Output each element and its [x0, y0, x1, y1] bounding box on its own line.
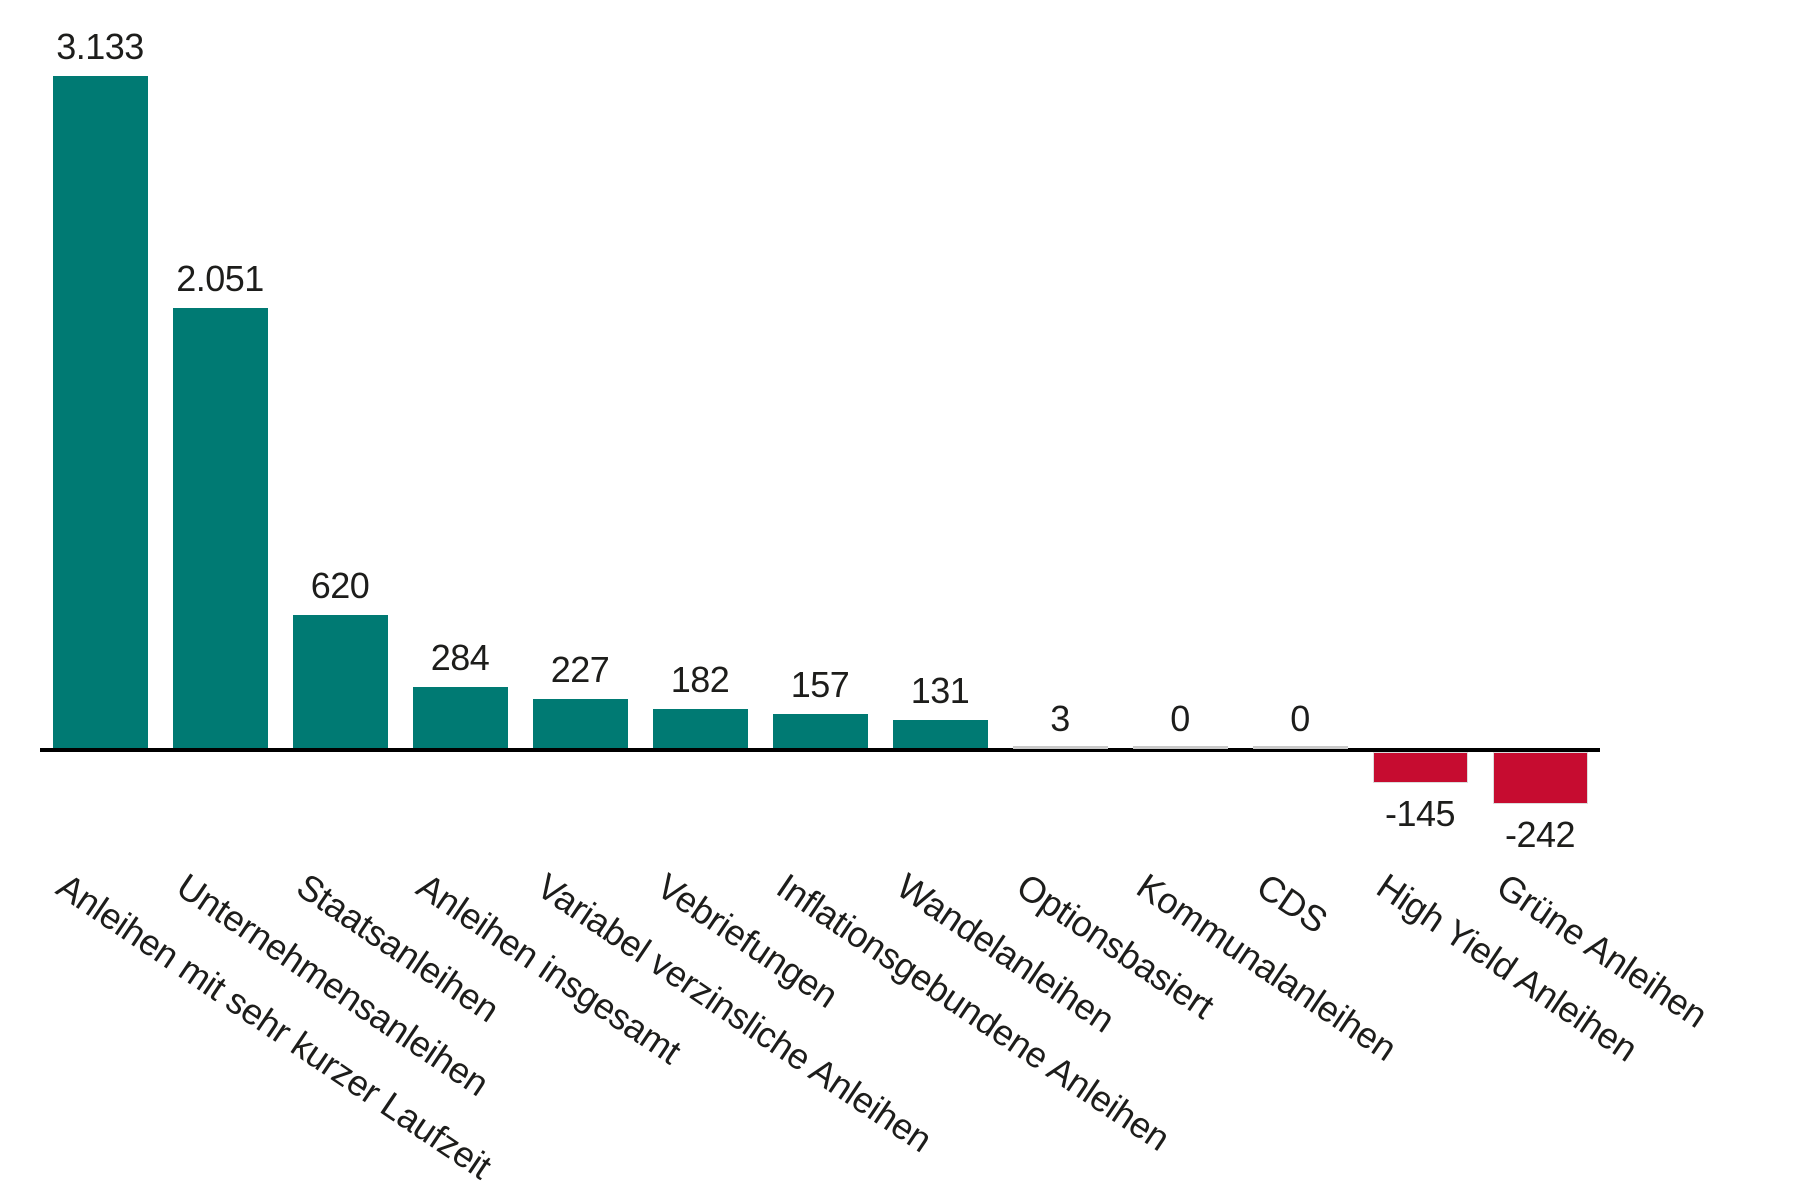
bar-9 — [1132, 746, 1228, 749]
bar-6 — [772, 714, 868, 748]
bar-value-label-4: 227 — [550, 649, 610, 691]
bar-value-label-9: 0 — [1170, 698, 1190, 739]
bar-value-label-3: 284 — [430, 637, 490, 679]
bar-value-label-0: 3.133 — [56, 26, 144, 67]
bar-value-label-5: 182 — [670, 658, 730, 700]
bar-value-label-1: 2.051 — [176, 258, 264, 300]
bar-value-label-8: 3 — [1050, 698, 1070, 739]
bar-value-label-12: -242 — [1504, 813, 1576, 855]
bar-value-label-11: -145 — [1384, 793, 1456, 835]
bar-8 — [1012, 746, 1108, 749]
bar-10 — [1252, 746, 1348, 749]
bar-7 — [892, 719, 988, 748]
bar-1 — [172, 308, 268, 748]
bar-0 — [52, 76, 148, 748]
bar-3 — [412, 687, 508, 748]
bar-value-label-6: 157 — [790, 664, 850, 706]
x-tick-label-10: CDS — [1249, 865, 1335, 942]
bar-2 — [292, 615, 388, 748]
bar-4 — [532, 699, 628, 748]
bar-value-label-7: 131 — [910, 669, 970, 711]
bar-11 — [1372, 752, 1468, 784]
bar-value-label-10: 0 — [1290, 698, 1310, 739]
bar-value-label-2: 620 — [310, 565, 370, 607]
x-axis-line — [40, 748, 1600, 752]
bar-5 — [652, 708, 748, 748]
bar-12 — [1492, 752, 1588, 804]
